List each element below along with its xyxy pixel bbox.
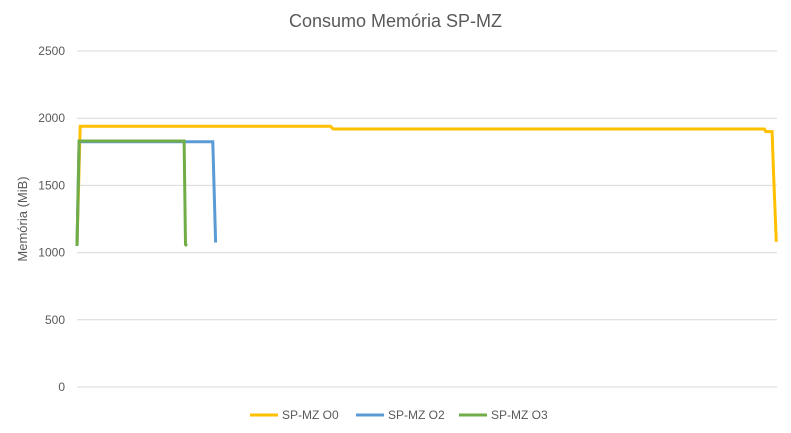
legend-label-sp-mz-o3: SP-MZ O3 [491, 408, 548, 422]
series-lines [75, 124, 778, 247]
y-tick-label: 2000 [38, 111, 65, 125]
series-line-sp-mz-o3 [75, 139, 188, 247]
series-line-sp-mz-o2 [75, 140, 218, 246]
gridlines [77, 50, 777, 388]
series-line-sp-mz-o0 [75, 124, 778, 246]
legend-label-sp-mz-o2: SP-MZ O2 [388, 408, 445, 422]
legend-label-sp-mz-o0: SP-MZ O0 [282, 408, 339, 422]
y-tick-label: 1500 [38, 178, 65, 192]
chart-title: Consumo Memória SP-MZ [289, 11, 502, 31]
y-tick-label: 2500 [38, 44, 65, 58]
y-tick-label: 0 [58, 380, 65, 394]
y-tick-label: 1000 [38, 246, 65, 260]
y-axis-ticks: 0 500 1000 1500 2000 2500 [38, 44, 65, 394]
y-tick-label: 500 [45, 313, 65, 327]
legend: SP-MZ O0 SP-MZ O2 SP-MZ O3 [250, 408, 548, 422]
y-axis-label: Memória (MiB) [15, 176, 30, 261]
